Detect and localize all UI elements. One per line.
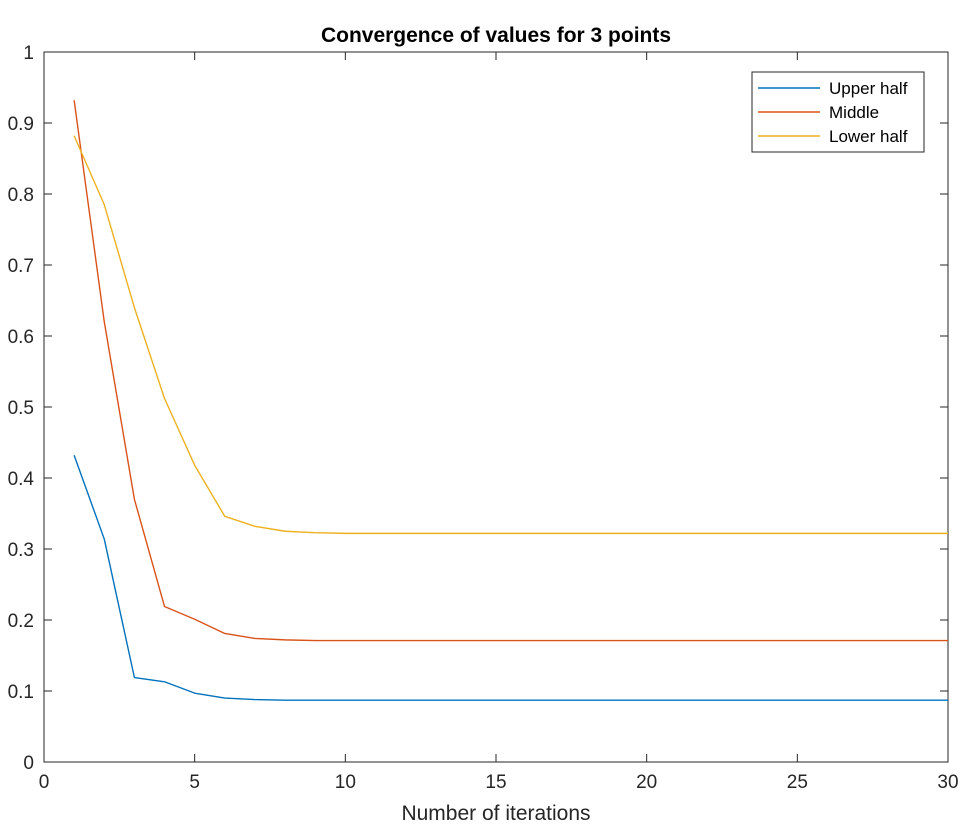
chart-title: Convergence of values for 3 points [321, 24, 671, 47]
x-tick-label: 5 [189, 772, 200, 793]
x-tick-label: 15 [485, 772, 506, 793]
y-tick-label: 0.3 [8, 540, 34, 561]
y-tick-label: 0.6 [8, 327, 34, 348]
ticks-layer: 0 5 10 15 20 25 30 0 0.1 0.2 0.3 0.4 0.5 0.6 0.7 0.8 0.9… [8, 43, 959, 793]
x-tick-label: 30 [937, 772, 958, 793]
legend-label-middle: Middle [829, 103, 879, 122]
x-tick-label: 20 [636, 772, 657, 793]
y-tick-label: 0 [23, 753, 34, 774]
series-line-upper-half [73, 455, 948, 701]
plot-area: 0 5 10 15 20 25 30 0 0.1 0.2 0.3 0.4 0.5 0.6 0.7 0.8 0.9… [8, 43, 959, 793]
series-layer [73, 100, 948, 701]
legend-label-upper-half: Upper half [829, 79, 908, 98]
legend-label-lower-half: Lower half [829, 127, 908, 146]
legend-items: Upper half Middle Lower half [758, 79, 908, 146]
series-line-lower-half [73, 135, 948, 535]
y-tick-label: 0.4 [8, 469, 35, 490]
y-tick-label: 0.5 [8, 398, 34, 419]
y-tick-label: 0.2 [8, 611, 34, 632]
x-axis-label: Number of iterations [401, 802, 590, 825]
y-tick-label: 0.1 [8, 682, 34, 703]
y-tick-label: 0.8 [8, 185, 34, 206]
y-tick-label: 0.7 [8, 256, 34, 277]
x-tick-label: 25 [787, 772, 808, 793]
series-line-middle [73, 100, 948, 642]
y-tick-label: 1 [23, 43, 34, 64]
y-tick-label: 0.9 [8, 114, 34, 135]
axes-box [43, 51, 949, 763]
x-tick-label: 10 [335, 772, 356, 793]
legend: Upper half Middle Lower half [751, 71, 925, 153]
x-tick-label: 0 [39, 772, 50, 793]
